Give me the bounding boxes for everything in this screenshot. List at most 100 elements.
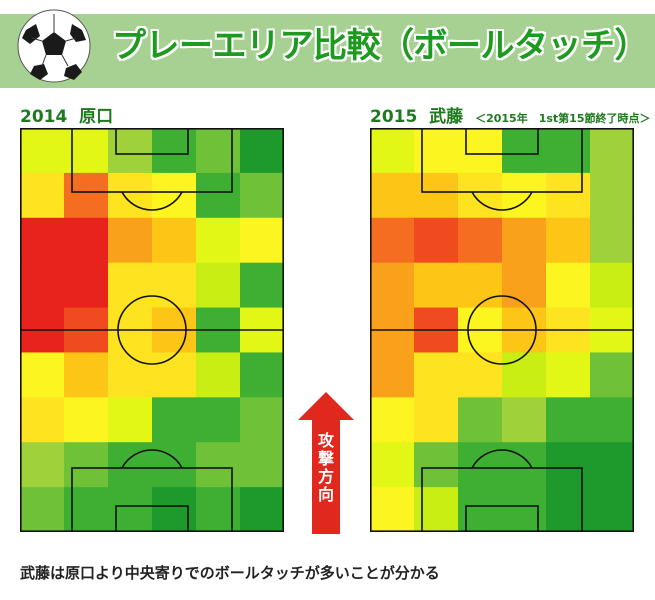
attack-direction-label: 攻 撃 方 向 <box>310 432 342 504</box>
heatmap-cell <box>196 217 241 264</box>
attack-direction-arrow <box>298 392 354 534</box>
arrow-char-1: 攻 <box>317 431 334 450</box>
left-panel-year: 2014 <box>20 107 68 127</box>
right-panel-label: 2015 武藤 ＜2015年 1st第15節終了時点＞ <box>370 102 650 127</box>
heatmap-cell <box>502 487 547 532</box>
heatmap-cell <box>590 128 634 174</box>
heatmap-cell <box>370 397 415 443</box>
heatmap-cell <box>414 262 459 309</box>
heatmap-cell <box>152 487 197 532</box>
heatmap-cell <box>20 442 65 488</box>
heatmap-cell <box>108 262 153 309</box>
heatmap-cell <box>502 172 547 219</box>
heatmap-cell <box>458 487 503 532</box>
bottom-penalty-area <box>71 467 233 532</box>
heatmap-cell <box>546 172 591 219</box>
heatmap-cell <box>414 442 459 488</box>
heatmap-cell <box>152 442 197 488</box>
top-goal-area <box>115 128 189 155</box>
heatmap-cell <box>414 217 459 264</box>
left-panel-player: 原口 <box>79 107 114 127</box>
page-title: プレーエリア比較（ボールタッチ） <box>112 26 649 66</box>
heatmap-cell <box>590 442 634 488</box>
heatmap-cell <box>546 397 591 443</box>
heatmap-cell <box>502 128 547 174</box>
heatmap-cell <box>240 487 284 532</box>
heatmap-cell <box>458 397 503 443</box>
heatmap-cell <box>590 172 634 219</box>
heatmap-cell <box>64 397 109 443</box>
heatmap-cell <box>152 172 197 219</box>
bottom-penalty-arc <box>121 449 183 469</box>
heatmap-cell <box>458 262 503 309</box>
heatmap-cell <box>196 442 241 488</box>
right-panel-player: 武藤 <box>429 107 464 127</box>
left-panel-label: 2014 原口 <box>20 102 113 127</box>
heatmap-cell <box>590 217 634 264</box>
right-heatmap-pitch <box>370 128 634 532</box>
header-banner: プレーエリア比較（ボールタッチ） <box>0 0 655 88</box>
heatmap-cell <box>20 262 65 309</box>
heatmap-cell <box>108 217 153 264</box>
heatmap-cell <box>108 442 153 488</box>
heatmap-cell <box>414 172 459 219</box>
heatmap-cell <box>370 172 415 219</box>
heatmap-cell <box>370 352 415 398</box>
heatmap-cell <box>20 172 65 219</box>
caption: 武藤は原口より中央寄りでのボールタッチが多いことが分かる <box>20 564 440 582</box>
heatmap-cell <box>414 128 459 174</box>
heatmap-cell <box>152 397 197 443</box>
heatmap-cell <box>546 217 591 264</box>
heatmap-cell <box>20 217 65 264</box>
heatmap-cell <box>458 217 503 264</box>
heatmap-cell <box>370 262 415 309</box>
heatmap-cell <box>152 128 197 174</box>
heatmap-cell <box>546 487 591 532</box>
heatmap-cell <box>240 172 284 219</box>
heatmap-cell <box>370 487 415 532</box>
heatmap-cell <box>546 128 591 174</box>
heatmap-cell <box>370 442 415 488</box>
heatmap-cell <box>20 128 65 174</box>
left-heatmap-pitch <box>20 128 284 532</box>
heatmap-cell <box>196 128 241 174</box>
right-panel-note: ＜2015年 1st第15節終了時点＞ <box>475 112 651 125</box>
heatmap-cell <box>64 128 109 174</box>
heatmap-cell <box>196 262 241 309</box>
heatmap-cell <box>458 442 503 488</box>
bottom-penalty-area <box>421 467 583 532</box>
heatmap-cell <box>590 487 634 532</box>
soccer-ball-icon <box>17 9 91 83</box>
top-goal-area <box>465 128 539 155</box>
arrow-char-4: 向 <box>317 485 334 504</box>
top-penalty-arc <box>471 191 533 211</box>
right-panel-year: 2015 <box>370 107 418 127</box>
heatmap-cell <box>590 262 634 309</box>
heatmap-cell <box>546 352 591 398</box>
heatmap-cell <box>414 397 459 443</box>
heatmap-cell <box>152 217 197 264</box>
top-penalty-arc <box>121 191 183 211</box>
heatmap-cell <box>64 172 109 219</box>
heatmap-cell <box>20 487 65 532</box>
heatmap-cell <box>152 262 197 309</box>
heatmap-cell <box>414 352 459 398</box>
heatmap-cell <box>108 172 153 219</box>
arrow-char-2: 撃 <box>317 449 334 468</box>
heatmap-cell <box>546 442 591 488</box>
heatmap-cell <box>20 397 65 443</box>
heatmap-cell <box>64 442 109 488</box>
heatmap-cell <box>590 352 634 398</box>
heatmap-cell <box>196 397 241 443</box>
heatmap-cell <box>502 352 547 398</box>
heatmap-cell <box>64 487 109 532</box>
heatmap-cell <box>546 262 591 309</box>
heatmap-cell <box>196 352 241 398</box>
heatmap-cell <box>196 487 241 532</box>
arrow-char-3: 方 <box>317 467 334 486</box>
bottom-penalty-arc <box>471 449 533 469</box>
heatmap-cell <box>240 128 284 174</box>
header-top-strip <box>0 0 655 14</box>
bottom-goal-area <box>465 505 539 532</box>
heatmap-cell <box>152 352 197 398</box>
